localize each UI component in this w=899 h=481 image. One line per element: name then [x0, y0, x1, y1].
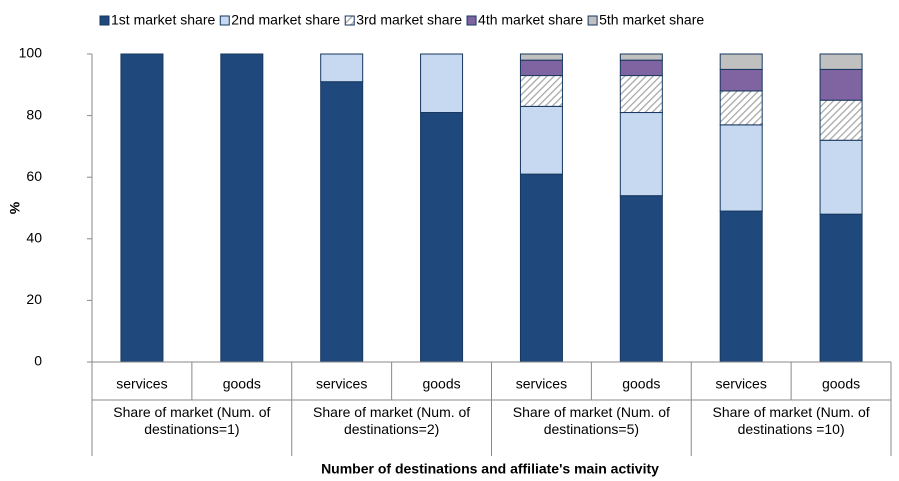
- group-label: Share of market (Num. of destinations=5): [512, 404, 670, 437]
- y-tick-label: 80: [26, 106, 42, 122]
- bar-segment: [719, 210, 763, 363]
- bar-segment: [519, 59, 563, 77]
- bar-segment: [819, 139, 863, 215]
- bar-segment: [220, 53, 264, 363]
- legend-label: 3rd market share: [356, 12, 462, 28]
- legend-swatch: [466, 15, 477, 26]
- legend-swatch: [587, 15, 598, 26]
- legend-label: 4th market share: [478, 12, 583, 28]
- bar-segment: [719, 53, 763, 70]
- legend-label: 1st market share: [111, 12, 215, 28]
- group-label-box: Share of market (Num. of destinations=1): [113, 404, 271, 437]
- group-label-box: Share of market (Num. of destinations=5): [512, 404, 670, 437]
- bar-segment: [719, 68, 763, 92]
- x-tick-label: goods: [622, 376, 660, 392]
- bar-segment: [619, 75, 663, 114]
- x-tick-label: goods: [422, 376, 460, 392]
- y-tick-label: 40: [26, 230, 42, 246]
- x-tick-label: goods: [223, 376, 261, 392]
- y-axis-title: %: [7, 201, 23, 214]
- bar-segment: [619, 195, 663, 363]
- group-label-box: Share of market (Num. of destinations =1…: [712, 404, 870, 437]
- bar-segment: [619, 53, 663, 61]
- bar-segment: [519, 105, 563, 175]
- bar-segment: [320, 81, 364, 363]
- y-tick-label: 60: [26, 168, 42, 184]
- bar-segment: [819, 213, 863, 363]
- bar-segment: [120, 53, 164, 363]
- x-tick-label: goods: [822, 376, 860, 392]
- bar-segment: [819, 53, 863, 70]
- bar-segment: [619, 112, 663, 197]
- legend-swatch: [219, 15, 230, 26]
- y-tick-label: 20: [26, 291, 42, 307]
- x-tick-label: services: [516, 376, 567, 392]
- y-tick-label: 0: [34, 353, 42, 369]
- x-axis-title: Number of destinations and affiliate's m…: [321, 461, 659, 477]
- legend-swatch: [344, 15, 355, 26]
- bar-segment: [819, 68, 863, 101]
- bar-segment: [819, 99, 863, 141]
- legend-label: 2nd market share: [231, 12, 340, 28]
- x-tick-label: services: [316, 376, 367, 392]
- group-label: Share of market (Num. of destinations=2): [313, 404, 471, 437]
- x-tick-label: services: [116, 376, 167, 392]
- group-label-box: Share of market (Num. of destinations=2): [313, 404, 471, 437]
- bar-segment: [420, 53, 464, 114]
- legend-label: 5th market share: [599, 12, 704, 28]
- legend-swatch: [99, 15, 110, 26]
- bar-segment: [719, 90, 763, 126]
- bar-segment: [519, 75, 563, 107]
- bar-segment: [719, 124, 763, 212]
- bar-segment: [519, 173, 563, 363]
- group-label: Share of market (Num. of destinations=1): [113, 404, 271, 437]
- group-label: Share of market (Num. of destinations =1…: [712, 404, 870, 437]
- bar-segment: [619, 59, 663, 77]
- y-tick-label: 100: [19, 45, 43, 61]
- bar-segment: [519, 53, 563, 61]
- x-tick-label: services: [716, 376, 767, 392]
- bar-segment: [320, 53, 364, 83]
- bar-segment: [420, 112, 464, 363]
